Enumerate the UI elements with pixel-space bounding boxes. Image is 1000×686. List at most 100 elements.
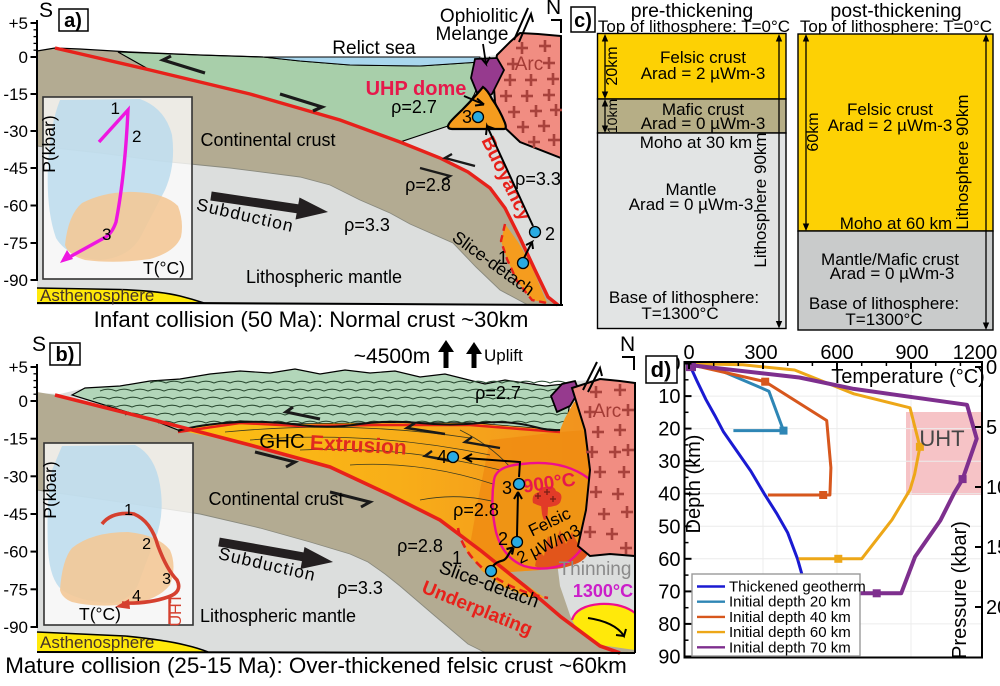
svg-text:10: 10 bbox=[658, 386, 680, 408]
svg-text:Initial depth 70 km: Initial depth 70 km bbox=[729, 639, 851, 656]
svg-text:ρ=2.8: ρ=2.8 bbox=[453, 500, 499, 520]
svg-text:ρ=3.3: ρ=3.3 bbox=[515, 169, 561, 189]
svg-text:0: 0 bbox=[19, 392, 28, 411]
svg-text:20km: 20km bbox=[604, 46, 621, 85]
svg-text:Base of lithosphere:: Base of lithosphere: bbox=[809, 294, 959, 313]
svg-text:Pressure (kbar): Pressure (kbar) bbox=[949, 521, 971, 659]
svg-text:Mantle: Mantle bbox=[665, 180, 716, 199]
svg-text:300: 300 bbox=[744, 342, 777, 364]
svg-text:T(°C): T(°C) bbox=[79, 604, 121, 624]
svg-text:1: 1 bbox=[124, 502, 133, 519]
svg-text:0: 0 bbox=[19, 48, 28, 67]
svg-text:Initial depth 40 km: Initial depth 40 km bbox=[729, 609, 851, 626]
svg-text:pre-thickening: pre-thickening bbox=[631, 0, 753, 22]
svg-text:Moho at 60 km: Moho at 60 km bbox=[840, 214, 952, 233]
svg-text:50: 50 bbox=[658, 516, 680, 538]
svg-text:a): a) bbox=[64, 10, 82, 32]
svg-text:600: 600 bbox=[820, 342, 853, 364]
svg-text:-90: -90 bbox=[3, 618, 28, 637]
svg-text:-60: -60 bbox=[3, 197, 28, 216]
svg-text:Extrusion: Extrusion bbox=[309, 431, 407, 459]
svg-text:0: 0 bbox=[683, 342, 694, 364]
svg-text:Top of lithosphere: T=0°C: Top of lithosphere: T=0°C bbox=[598, 17, 790, 36]
svg-text:60km: 60km bbox=[805, 112, 822, 151]
svg-text:Asthenosphere: Asthenosphere bbox=[40, 286, 154, 305]
svg-text:0: 0 bbox=[986, 357, 997, 379]
svg-text:~4500m: ~4500m bbox=[354, 345, 430, 368]
svg-text:20: 20 bbox=[986, 597, 1000, 619]
svg-text:Top of lithosphere: T=0°C: Top of lithosphere: T=0°C bbox=[800, 17, 992, 36]
svg-text:P(kbar): P(kbar) bbox=[40, 461, 60, 518]
svg-text:c): c) bbox=[574, 10, 592, 32]
svg-text:15: 15 bbox=[986, 537, 1000, 559]
svg-text:post-thickening: post-thickening bbox=[830, 0, 961, 22]
svg-text:5: 5 bbox=[986, 417, 997, 439]
svg-text:20: 20 bbox=[658, 419, 680, 441]
svg-text:4: 4 bbox=[437, 447, 447, 467]
svg-text:T=1300°C: T=1300°C bbox=[845, 310, 922, 329]
svg-text:Lithospheric mantle: Lithospheric mantle bbox=[200, 606, 356, 626]
svg-text:3: 3 bbox=[162, 571, 171, 588]
svg-text:Uplift: Uplift bbox=[484, 346, 523, 365]
svg-text:Mafic crust: Mafic crust bbox=[662, 100, 744, 119]
svg-text:1: 1 bbox=[452, 548, 462, 568]
svg-text:1: 1 bbox=[111, 99, 120, 118]
svg-text:T(°C): T(°C) bbox=[143, 258, 185, 278]
svg-text:S: S bbox=[32, 333, 46, 356]
svg-text:Base of lithosphere:: Base of lithosphere: bbox=[609, 288, 759, 307]
svg-text:-30: -30 bbox=[3, 122, 28, 141]
svg-text:ρ=2.8: ρ=2.8 bbox=[397, 536, 443, 556]
svg-text:N: N bbox=[546, 0, 561, 19]
svg-text:2: 2 bbox=[545, 224, 555, 244]
svg-text:Felsic crust: Felsic crust bbox=[660, 48, 746, 67]
svg-text:Initial depth 60 km: Initial depth 60 km bbox=[729, 624, 851, 641]
svg-text:30: 30 bbox=[658, 451, 680, 473]
svg-text:Depth (km): Depth (km) bbox=[683, 435, 705, 534]
svg-text:Melange: Melange bbox=[436, 24, 509, 45]
svg-text:4: 4 bbox=[132, 588, 141, 605]
svg-text:10km: 10km bbox=[604, 99, 620, 133]
svg-text:-45: -45 bbox=[3, 505, 28, 524]
svg-text:UHT: UHT bbox=[919, 426, 964, 451]
svg-text:900: 900 bbox=[895, 342, 928, 364]
svg-text:+5: +5 bbox=[9, 358, 28, 377]
svg-text:70: 70 bbox=[658, 581, 680, 603]
svg-text:Lithospheric mantle: Lithospheric mantle bbox=[246, 267, 402, 287]
svg-text:-15: -15 bbox=[3, 85, 28, 104]
svg-text:Thickened geotherm: Thickened geotherm bbox=[729, 579, 866, 596]
svg-text:-75: -75 bbox=[3, 234, 28, 253]
svg-text:Arc: Arc bbox=[593, 401, 622, 422]
svg-text:90: 90 bbox=[658, 647, 680, 669]
svg-text:Thinning: Thinning bbox=[559, 559, 632, 580]
svg-text:Temperature (°C): Temperature (°C) bbox=[831, 366, 985, 388]
svg-text:UHP dome: UHP dome bbox=[366, 78, 467, 100]
svg-text:S: S bbox=[39, 0, 53, 22]
svg-text:+5: +5 bbox=[9, 14, 28, 33]
svg-text:b): b) bbox=[56, 344, 75, 366]
svg-text:-90: -90 bbox=[3, 271, 28, 290]
svg-text:P(kbar): P(kbar) bbox=[39, 115, 59, 172]
svg-text:Arad = 0 µWm-3: Arad = 0 µWm-3 bbox=[830, 264, 955, 283]
svg-text:40: 40 bbox=[658, 484, 680, 506]
svg-text:Initial depth 20 km: Initial depth 20 km bbox=[729, 594, 851, 611]
svg-text:T=1300°C: T=1300°C bbox=[641, 304, 718, 323]
svg-text:Infant collision (50 Ma): Norm: Infant collision (50 Ma): Normal crust ~… bbox=[94, 307, 529, 332]
svg-text:Ophiolitic: Ophiolitic bbox=[440, 6, 518, 27]
svg-text:Continental crust: Continental crust bbox=[208, 489, 343, 509]
svg-text:3: 3 bbox=[462, 107, 472, 127]
svg-text:-60: -60 bbox=[3, 543, 28, 562]
svg-text:80: 80 bbox=[658, 614, 680, 636]
svg-text:Felsic crust: Felsic crust bbox=[847, 100, 933, 119]
svg-text:Arad = 2 µWm-3: Arad = 2 µWm-3 bbox=[828, 116, 953, 135]
svg-text:Arad = 0 µWm-3: Arad = 0 µWm-3 bbox=[641, 114, 766, 133]
svg-text:GHC: GHC bbox=[259, 430, 305, 453]
svg-text:1200: 1200 bbox=[953, 342, 998, 364]
svg-text:Lithosphere 90km: Lithosphere 90km bbox=[751, 132, 770, 267]
svg-text:ρ=2.7: ρ=2.7 bbox=[391, 97, 437, 117]
svg-text:d): d) bbox=[651, 357, 672, 382]
svg-text:Lithosphere 90km: Lithosphere 90km bbox=[953, 94, 972, 229]
svg-text:2: 2 bbox=[498, 529, 508, 549]
svg-text:1: 1 bbox=[498, 248, 508, 268]
svg-text:UHT: UHT bbox=[168, 593, 185, 626]
svg-text:-75: -75 bbox=[3, 580, 28, 599]
